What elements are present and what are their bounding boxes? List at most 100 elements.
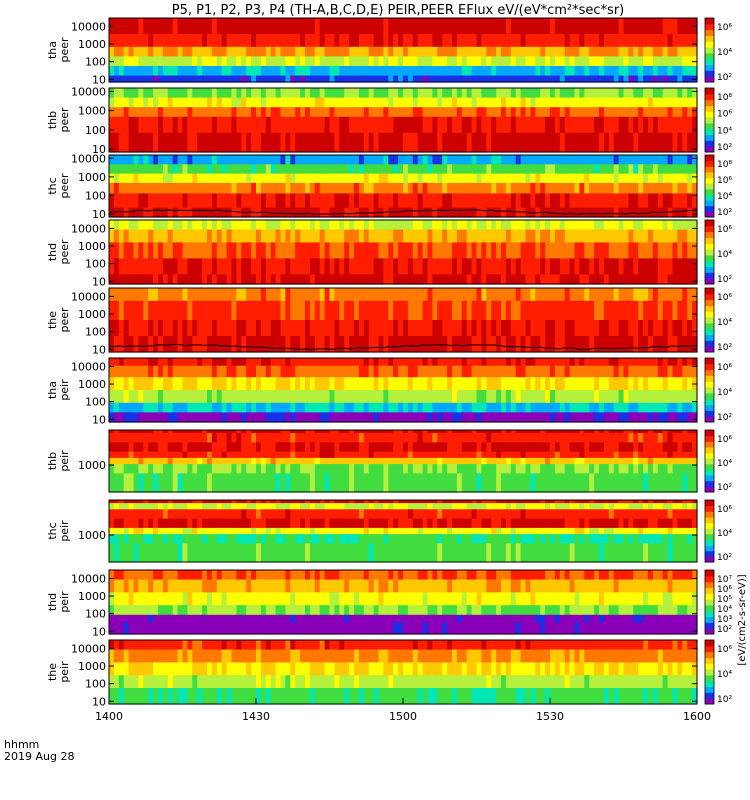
- heatmap-cell: [256, 358, 262, 367]
- heatmap-cell: [167, 46, 174, 57]
- heatmap-cell: [128, 88, 135, 99]
- heatmap-cell: [584, 430, 590, 434]
- heatmap-cell: [682, 97, 688, 108]
- heatmap-cell: [648, 473, 654, 493]
- heatmap-cell: [246, 433, 252, 443]
- heatmap-cell: [599, 220, 605, 231]
- heatmap-cell: [236, 288, 242, 302]
- heatmap-cell: [407, 220, 414, 231]
- figure-title: P5, P1, P2, P3, P4 (TH-A,B,C,D,E) PEIR,P…: [172, 3, 625, 18]
- heatmap-cell: [197, 358, 203, 367]
- heatmap-cell: [554, 229, 561, 243]
- heatmap-cell: [216, 66, 223, 77]
- heatmap-cell: [618, 164, 625, 175]
- heatmap-cell: [305, 164, 311, 175]
- heatmap-cell: [211, 473, 218, 493]
- heatmap-cell: [466, 402, 473, 413]
- heatmap-cell: [148, 377, 154, 391]
- heatmap-cell: [109, 274, 115, 285]
- heatmap-cell: [550, 116, 556, 134]
- heatmap-cell: [358, 107, 365, 118]
- colorbar-segment: [705, 441, 714, 448]
- heatmap-cell: [148, 358, 154, 367]
- heatmap-cell: [564, 258, 571, 275]
- heatmap-cell: [221, 75, 228, 83]
- colorbar-segment: [705, 105, 714, 112]
- heatmap-cell: [177, 390, 184, 404]
- heatmap-cell: [608, 464, 615, 474]
- heatmap-cell: [216, 433, 223, 443]
- heatmap-cell: [241, 433, 247, 443]
- heatmap-cell: [496, 155, 502, 165]
- y-tick-label: 100: [85, 258, 106, 271]
- heatmap-cell: [481, 97, 487, 108]
- heatmap-cell: [182, 500, 188, 504]
- heatmap-cell: [530, 336, 536, 353]
- heatmap-cell: [138, 336, 144, 353]
- heatmap-cell: [559, 18, 566, 35]
- heatmap-cell: [211, 377, 218, 391]
- heatmap-cell: [202, 34, 208, 48]
- heatmap-cell: [109, 258, 115, 275]
- heatmap-cell: [550, 193, 556, 209]
- heatmap-cell: [231, 18, 237, 35]
- heatmap-cell: [520, 442, 527, 453]
- heatmap-cell: [667, 402, 674, 413]
- heatmap-cell: [143, 390, 149, 404]
- heatmap-cell: [667, 88, 674, 99]
- heatmap-cell: [182, 56, 188, 67]
- heatmap-cell: [211, 390, 218, 404]
- heatmap-cell: [143, 242, 149, 259]
- heatmap-cell: [246, 473, 252, 493]
- heatmap-cell: [599, 75, 605, 83]
- heatmap-cell: [319, 442, 326, 453]
- heatmap-cell: [515, 56, 522, 67]
- heatmap-cell: [662, 107, 669, 118]
- heatmap-cell: [677, 336, 683, 353]
- heatmap-cell: [211, 451, 218, 459]
- heatmap-cell: [447, 451, 453, 459]
- heatmap-cell: [628, 451, 634, 459]
- heatmap-cell: [241, 132, 247, 153]
- heatmap-cell: [349, 107, 355, 118]
- heatmap-cell: [427, 116, 433, 134]
- heatmap-cell: [388, 258, 394, 275]
- heatmap-cell: [393, 107, 399, 118]
- heatmap-cell: [496, 358, 502, 367]
- heatmap-cell: [682, 242, 688, 259]
- heatmap-cell: [667, 116, 674, 134]
- heatmap-cell: [633, 155, 639, 165]
- heatmap-cell: [251, 107, 257, 118]
- heatmap-cell: [618, 116, 625, 134]
- heatmap-cell: [344, 193, 350, 209]
- y-tick-label: 10: [92, 208, 106, 221]
- heatmap-cell: [305, 258, 311, 275]
- heatmap-cell: [633, 365, 639, 378]
- heatmap-cell: [260, 358, 267, 367]
- heatmap-cell: [481, 182, 487, 195]
- heatmap-cell: [638, 220, 644, 231]
- heatmap-cell: [545, 97, 551, 108]
- heatmap-cell: [535, 433, 541, 443]
- heatmap-cell: [162, 473, 169, 493]
- heatmap-cell: [682, 300, 688, 321]
- heatmap-cell: [417, 193, 424, 209]
- heatmap-cell: [613, 164, 620, 175]
- heatmap-cell: [158, 242, 164, 259]
- colorbar-segment: [705, 260, 714, 268]
- heatmap-cell: [153, 358, 159, 367]
- y-tick-label: 100: [85, 56, 106, 69]
- heatmap-cell: [476, 457, 482, 465]
- heatmap-cell: [603, 182, 610, 195]
- heatmap-cell: [138, 430, 144, 434]
- heatmap-cell: [525, 390, 531, 404]
- heatmap-cell: [672, 412, 678, 423]
- heatmap-cell: [207, 56, 213, 67]
- heatmap-cell: [613, 430, 620, 434]
- heatmap-cell: [545, 500, 551, 504]
- heatmap-cell: [133, 56, 139, 67]
- heatmap-cell: [461, 412, 468, 423]
- heatmap-cell: [535, 107, 541, 118]
- heatmap-cell: [437, 220, 443, 231]
- heatmap-cell: [486, 274, 492, 285]
